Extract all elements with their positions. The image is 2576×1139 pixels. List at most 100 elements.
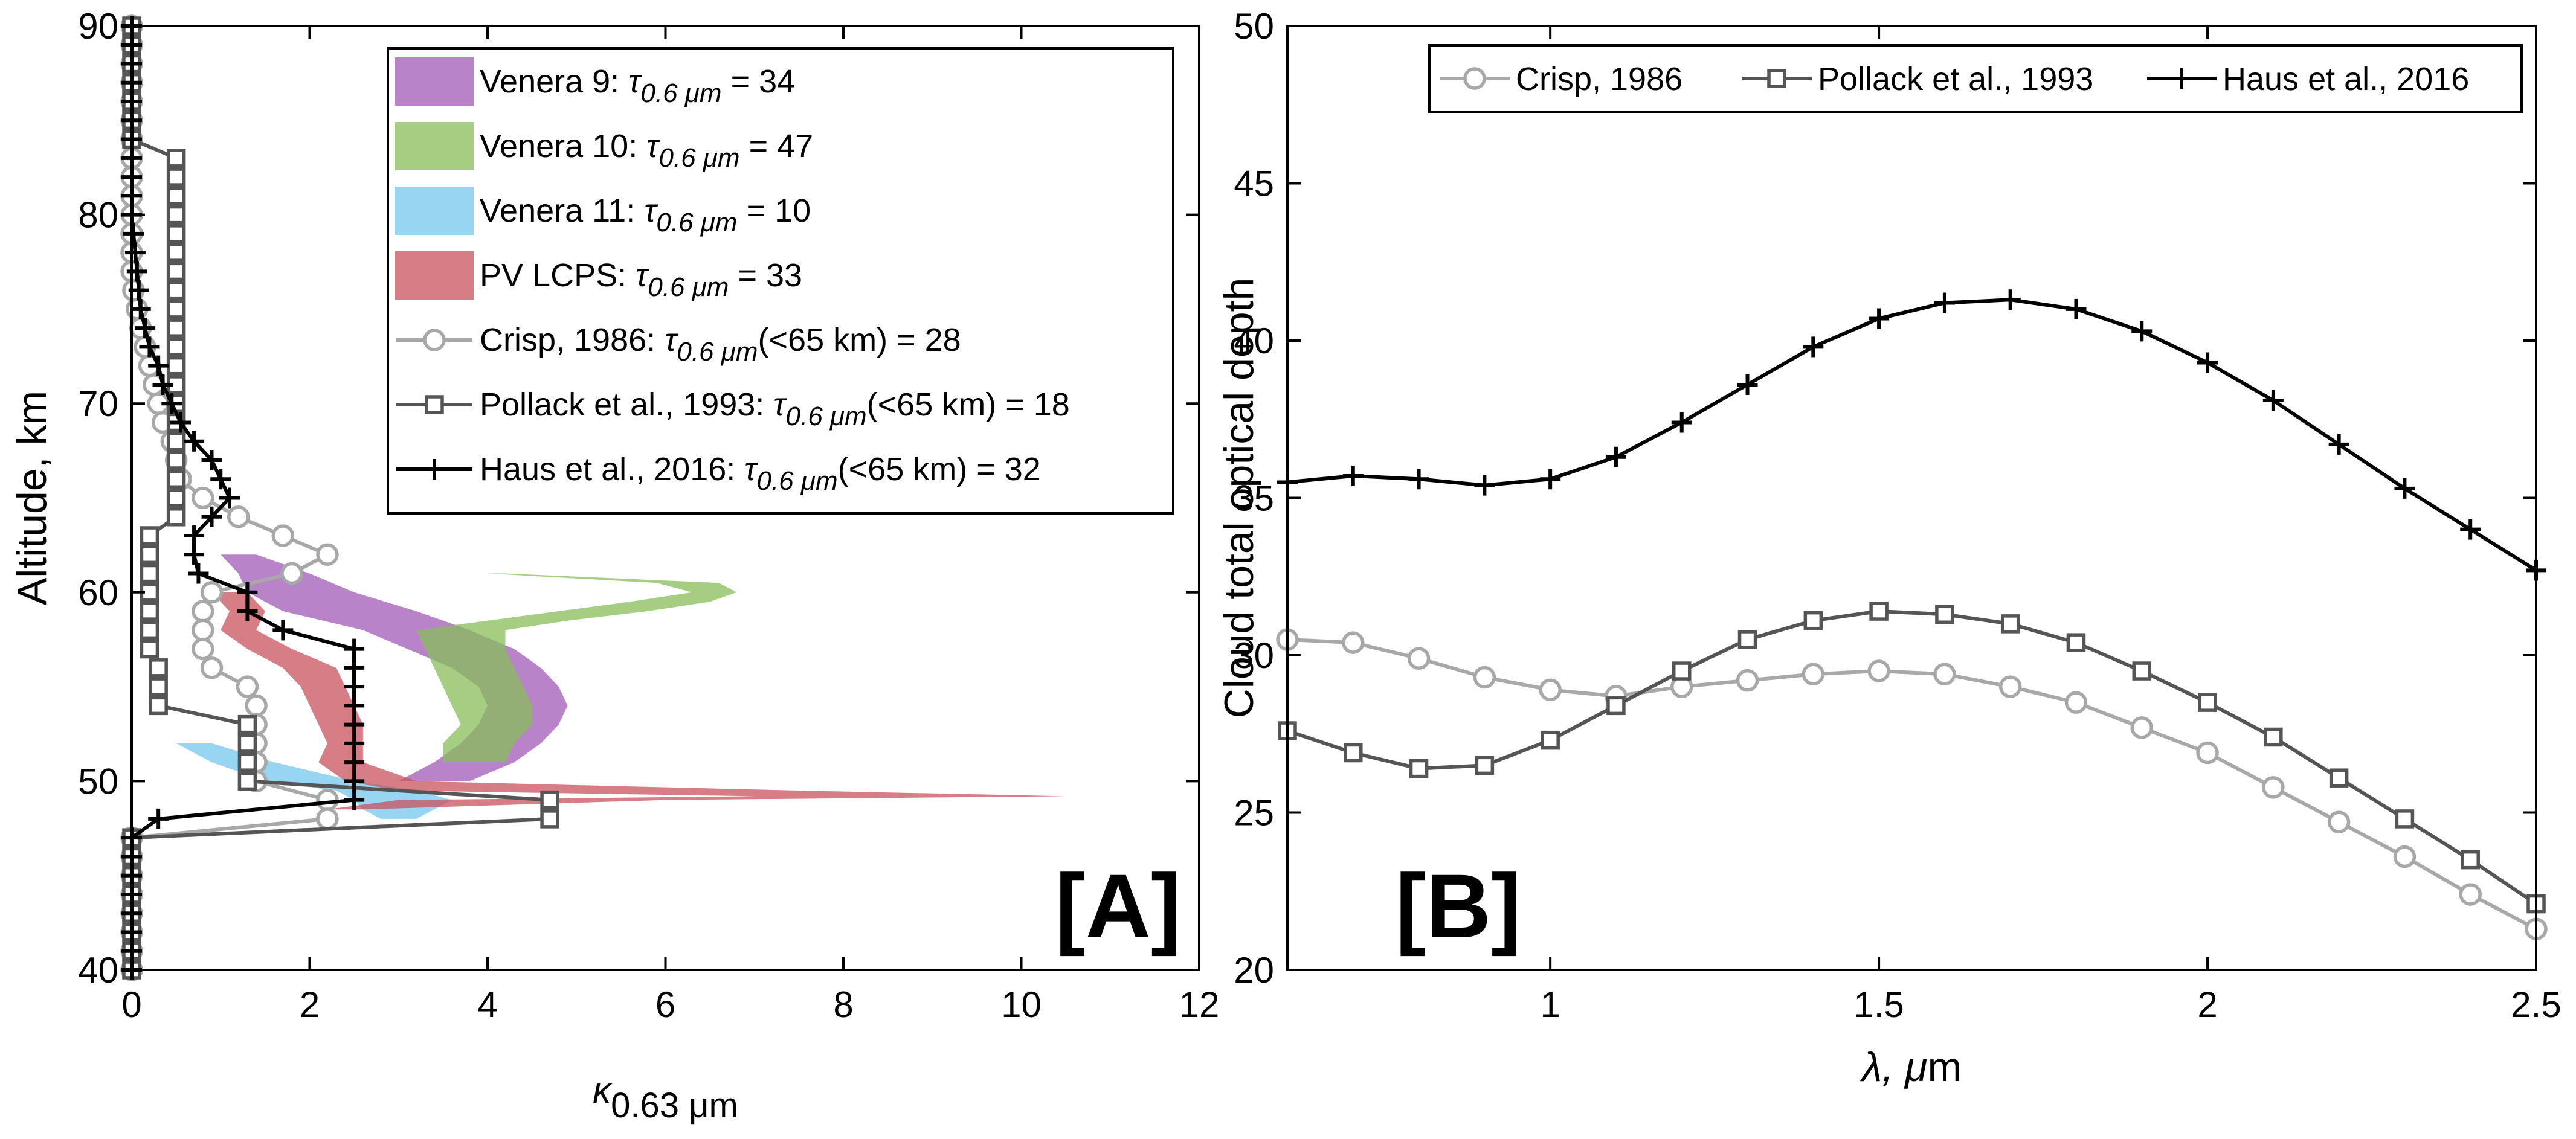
legend-label-pv-lcps: PV LCPS: τ0.6 μm = 33 <box>480 257 802 302</box>
y-tick-label-a: 60 <box>78 573 118 613</box>
y-axis-label-b: Cloud total optical depth <box>1216 278 1262 719</box>
legend-marker-pollack-et-al-1993 <box>425 395 444 414</box>
marker-a-pollack-et-al-1993 <box>166 300 186 319</box>
x-tick-label-b: 1 <box>1540 984 1560 1025</box>
point-pollack-et-al-1993 <box>1935 605 1954 624</box>
point-haus-et-al-2016 <box>2394 478 2415 499</box>
x-tick-label-a: 6 <box>655 984 675 1025</box>
legend-label-b-crisp-1986: Crisp, 1986 <box>1516 61 1682 97</box>
marker-a-haus-et-al-2016 <box>344 733 365 754</box>
plot-area-b <box>1287 26 2536 970</box>
marker-a-crisp-1986 <box>192 637 214 661</box>
marker-a-haus-et-al-2016 <box>139 336 160 358</box>
marker-a-haus-et-al-2016 <box>272 620 294 641</box>
point-pollack-et-al-1993 <box>1803 611 1823 630</box>
y-tick-label-a: 80 <box>78 195 118 236</box>
legend-label-venera-9: Venera 9: τ0.6 μm = 34 <box>480 63 795 108</box>
point-haus-et-al-2016 <box>1869 308 1890 329</box>
y-tick-label-b: 45 <box>1234 164 1274 204</box>
marker-a-haus-et-al-2016 <box>130 298 151 319</box>
point-crisp-1986 <box>2064 691 2088 714</box>
point-pollack-et-al-1993 <box>1409 759 1429 778</box>
marker-a-haus-et-al-2016 <box>184 525 205 547</box>
point-crisp-1986 <box>1407 647 1431 670</box>
panel-label-b: [B] <box>1396 855 1521 957</box>
x-tick-label-a: 4 <box>477 984 497 1025</box>
legend-marker-b-haus-et-al-2016 <box>2171 68 2192 89</box>
point-haus-et-al-2016 <box>1474 475 1495 496</box>
marker-a-pollack-et-al-1993 <box>166 261 186 281</box>
point-haus-et-al-2016 <box>1540 469 1561 490</box>
marker-a-pollack-et-al-1993 <box>166 507 186 527</box>
point-crisp-1986 <box>1802 663 1825 686</box>
marker-a-pollack-et-al-1993 <box>140 545 159 565</box>
point-pollack-et-al-1993 <box>2132 661 2152 681</box>
marker-a-haus-et-al-2016 <box>201 449 222 470</box>
point-crisp-1986 <box>2130 716 2154 739</box>
legend-marker-haus-et-al-2016 <box>424 459 445 480</box>
x-tick-label-b: 1.5 <box>1853 984 1904 1025</box>
marker-a-crisp-1986 <box>316 788 339 812</box>
y-axis-label-a: Altitude, km <box>9 391 55 605</box>
marker-a-pollack-et-al-1993 <box>237 752 257 772</box>
legend-label-pollack-et-al-1993: Pollack et al., 1993: τ0.6 μm(<65 km) = … <box>480 387 1070 431</box>
marker-a-pollack-et-al-1993 <box>540 809 559 829</box>
marker-a-haus-et-al-2016 <box>344 789 365 810</box>
marker-a-haus-et-al-2016 <box>219 487 240 509</box>
x-tick-label-a: 0 <box>121 984 141 1025</box>
marker-a-pollack-et-al-1993 <box>166 205 186 225</box>
point-pollack-et-al-1993 <box>1869 602 1889 621</box>
point-pollack-et-al-1993 <box>2066 633 2086 652</box>
marker-a-crisp-1986 <box>227 505 250 528</box>
point-pollack-et-al-1993 <box>2000 614 2020 634</box>
legend-swatch-pv-lcps <box>395 251 474 300</box>
point-haus-et-al-2016 <box>1671 412 1692 433</box>
point-crisp-1986 <box>2262 776 2285 799</box>
marker-a-pollack-et-al-1993 <box>149 696 168 716</box>
point-crisp-1986 <box>1342 631 1365 654</box>
marker-a-pollack-et-al-1993 <box>166 375 186 394</box>
legend-marker-b-crisp-1986 <box>1463 67 1486 90</box>
y-tick-label-a: 40 <box>78 950 118 990</box>
panel-b: 1 1.5 2 2.5 20 25 30 35 40 45 50 λ, μm Cloud total o… <box>1216 6 2562 1090</box>
legend-swatch-venera-11 <box>395 187 474 235</box>
marker-a-pollack-et-al-1993 <box>166 186 186 206</box>
point-crisp-1986 <box>2459 883 2482 906</box>
point-haus-et-al-2016 <box>1737 374 1758 395</box>
legend-a <box>387 47 1174 515</box>
marker-a-pollack-et-al-1993 <box>140 526 159 545</box>
marker-a-haus-et-al-2016 <box>184 431 205 452</box>
y-tick-label-b: 30 <box>1234 635 1274 676</box>
point-haus-et-al-2016 <box>1605 446 1626 467</box>
x-tick-label-a: 8 <box>833 984 853 1025</box>
point-haus-et-al-2016 <box>1342 466 1364 487</box>
x-axis-label-b: λ, μm <box>1860 1044 1962 1090</box>
point-pollack-et-al-1993 <box>1344 743 1363 763</box>
marker-a-haus-et-al-2016 <box>237 601 258 622</box>
point-crisp-1986 <box>1867 659 1890 682</box>
point-crisp-1986 <box>1933 663 1956 686</box>
marker-a-pollack-et-al-1993 <box>140 602 159 621</box>
point-crisp-1986 <box>1539 678 1562 702</box>
point-pollack-et-al-1993 <box>1606 696 1626 716</box>
marker-a-pollack-et-al-1993 <box>140 563 159 583</box>
marker-a-pollack-et-al-1993 <box>166 488 186 508</box>
series-line-haus-et-al-2016 <box>1287 298 2537 572</box>
point-pollack-et-al-1993 <box>2395 809 2415 829</box>
marker-a-pollack-et-al-1993 <box>166 243 186 262</box>
band-venera-10 <box>416 573 737 763</box>
marker-a-pollack-et-al-1993 <box>166 431 186 451</box>
marker-a-pollack-et-al-1993 <box>540 790 559 810</box>
point-haus-et-al-2016 <box>1408 469 1429 490</box>
legend-label-haus-et-al-2016: Haus et al., 2016: τ0.6 μm(<65 km) = 32 <box>480 451 1041 496</box>
legend-b <box>1428 44 2523 113</box>
point-crisp-1986 <box>2196 741 2219 765</box>
marker-a-crisp-1986 <box>280 562 303 585</box>
series-line-pollack-et-al-1993 <box>1287 609 2537 906</box>
legend-swatch-venera-10 <box>395 122 474 170</box>
marker-a-crisp-1986 <box>316 543 339 566</box>
marker-a-haus-et-al-2016 <box>135 318 156 339</box>
marker-a-haus-et-al-2016 <box>170 412 191 433</box>
y-tick-label-b: 50 <box>1234 6 1274 47</box>
